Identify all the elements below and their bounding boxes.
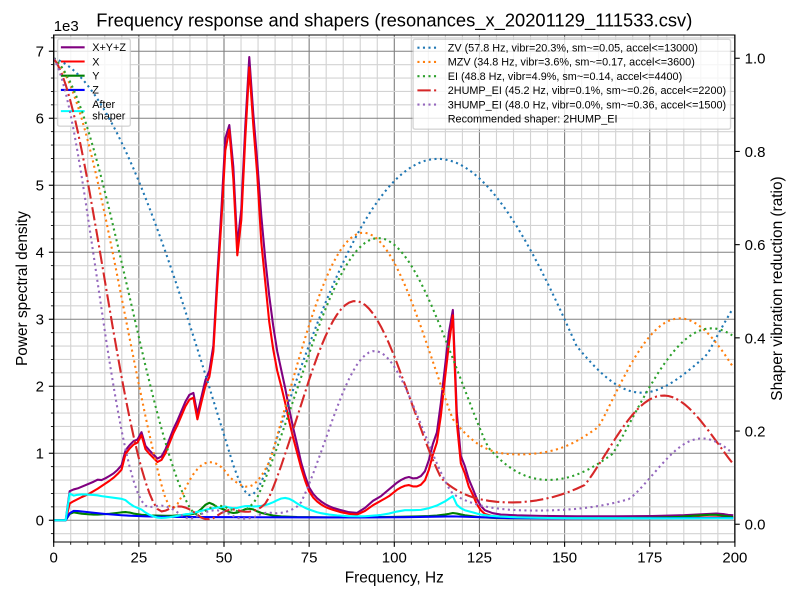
svg-text:1: 1 <box>36 446 44 463</box>
svg-text:0.8: 0.8 <box>745 144 766 161</box>
svg-text:200: 200 <box>722 550 747 567</box>
svg-text:Frequency, Hz: Frequency, Hz <box>345 569 444 586</box>
svg-text:25: 25 <box>131 550 148 567</box>
svg-text:ZV (57.8 Hz, vibr=20.3%, sm~=0: ZV (57.8 Hz, vibr=20.3%, sm~=0.05, accel… <box>448 43 698 55</box>
svg-text:X: X <box>92 56 99 68</box>
svg-text:Recommended shaper: 2HUMP_EI: Recommended shaper: 2HUMP_EI <box>448 114 618 126</box>
svg-text:0: 0 <box>50 550 58 567</box>
svg-text:0.2: 0.2 <box>745 423 766 440</box>
svg-text:After: After <box>92 99 115 111</box>
svg-text:shaper: shaper <box>92 111 126 123</box>
svg-text:175: 175 <box>637 550 662 567</box>
svg-text:Y: Y <box>92 71 99 83</box>
svg-text:EI (48.8 Hz, vibr=4.9%, sm~=0.: EI (48.8 Hz, vibr=4.9%, sm~=0.14, accel<… <box>448 71 682 83</box>
svg-text:150: 150 <box>552 550 577 567</box>
svg-text:2HUMP_EI (45.2 Hz, vibr=0.1%,: 2HUMP_EI (45.2 Hz, vibr=0.1%, sm~=0.26, … <box>448 85 726 97</box>
svg-text:75: 75 <box>301 550 318 567</box>
svg-text:100: 100 <box>382 550 407 567</box>
svg-text:1.0: 1.0 <box>745 51 766 68</box>
svg-text:0.0: 0.0 <box>745 517 766 534</box>
svg-text:2: 2 <box>36 379 44 396</box>
svg-text:5: 5 <box>36 178 44 195</box>
svg-text:Power spectral density: Power spectral density <box>14 211 31 366</box>
svg-text:4: 4 <box>36 245 44 262</box>
svg-text:0: 0 <box>36 513 44 530</box>
svg-text:Frequency response and shapers: Frequency response and shapers (resonanc… <box>96 10 692 32</box>
svg-text:1e3: 1e3 <box>54 18 79 35</box>
svg-text:3: 3 <box>36 312 44 329</box>
svg-text:7: 7 <box>36 44 44 61</box>
svg-text:50: 50 <box>216 550 233 567</box>
svg-text:125: 125 <box>467 550 492 567</box>
svg-text:Z: Z <box>92 85 99 97</box>
svg-text:6: 6 <box>36 111 44 128</box>
svg-text:Shaper vibration reduction (ra: Shaper vibration reduction (ratio) <box>769 176 786 400</box>
svg-text:3HUMP_EI (48.0 Hz, vibr=0.0%,: 3HUMP_EI (48.0 Hz, vibr=0.0%, sm~=0.36, … <box>448 99 726 111</box>
svg-text:0.6: 0.6 <box>745 237 766 254</box>
svg-text:MZV (34.8 Hz, vibr=3.6%, sm~=0: MZV (34.8 Hz, vibr=3.6%, sm~=0.17, accel… <box>448 57 695 69</box>
svg-text:X+Y+Z: X+Y+Z <box>92 42 126 54</box>
svg-text:0.4: 0.4 <box>745 330 766 347</box>
